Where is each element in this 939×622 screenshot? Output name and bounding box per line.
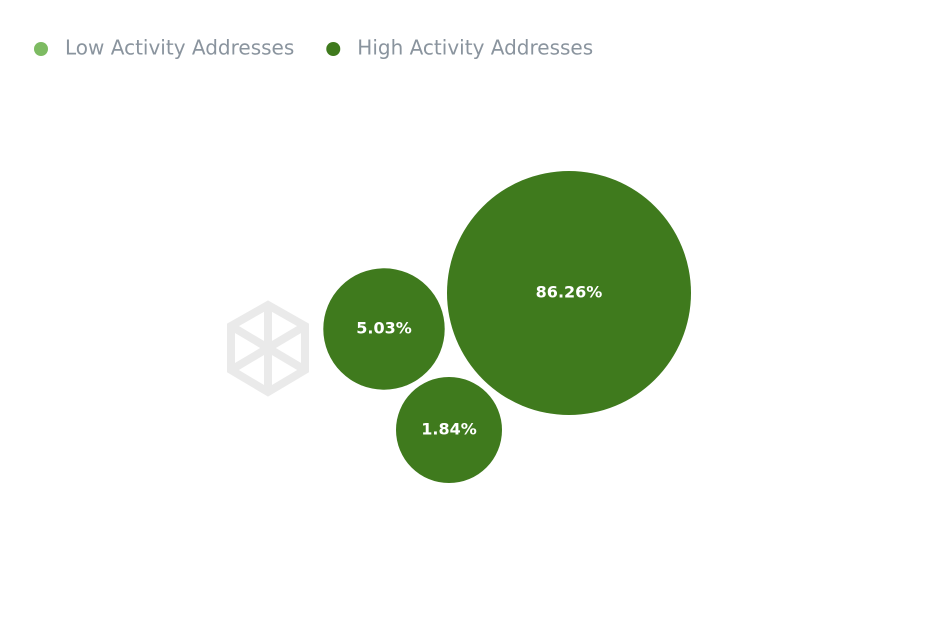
bubble-label: 86.26%	[536, 283, 603, 302]
bubble-label: 1.84%	[421, 420, 477, 439]
bubble	[447, 171, 691, 415]
legend-marker	[326, 42, 341, 56]
bubble	[323, 268, 445, 390]
legend-label: Low Activity Addresses	[65, 36, 294, 60]
bubble-label: 5.03%	[356, 319, 412, 338]
legend-marker	[34, 42, 48, 56]
watermark	[227, 300, 309, 397]
bubble	[396, 377, 502, 483]
legend-label: High Activity Addresses	[357, 36, 593, 60]
